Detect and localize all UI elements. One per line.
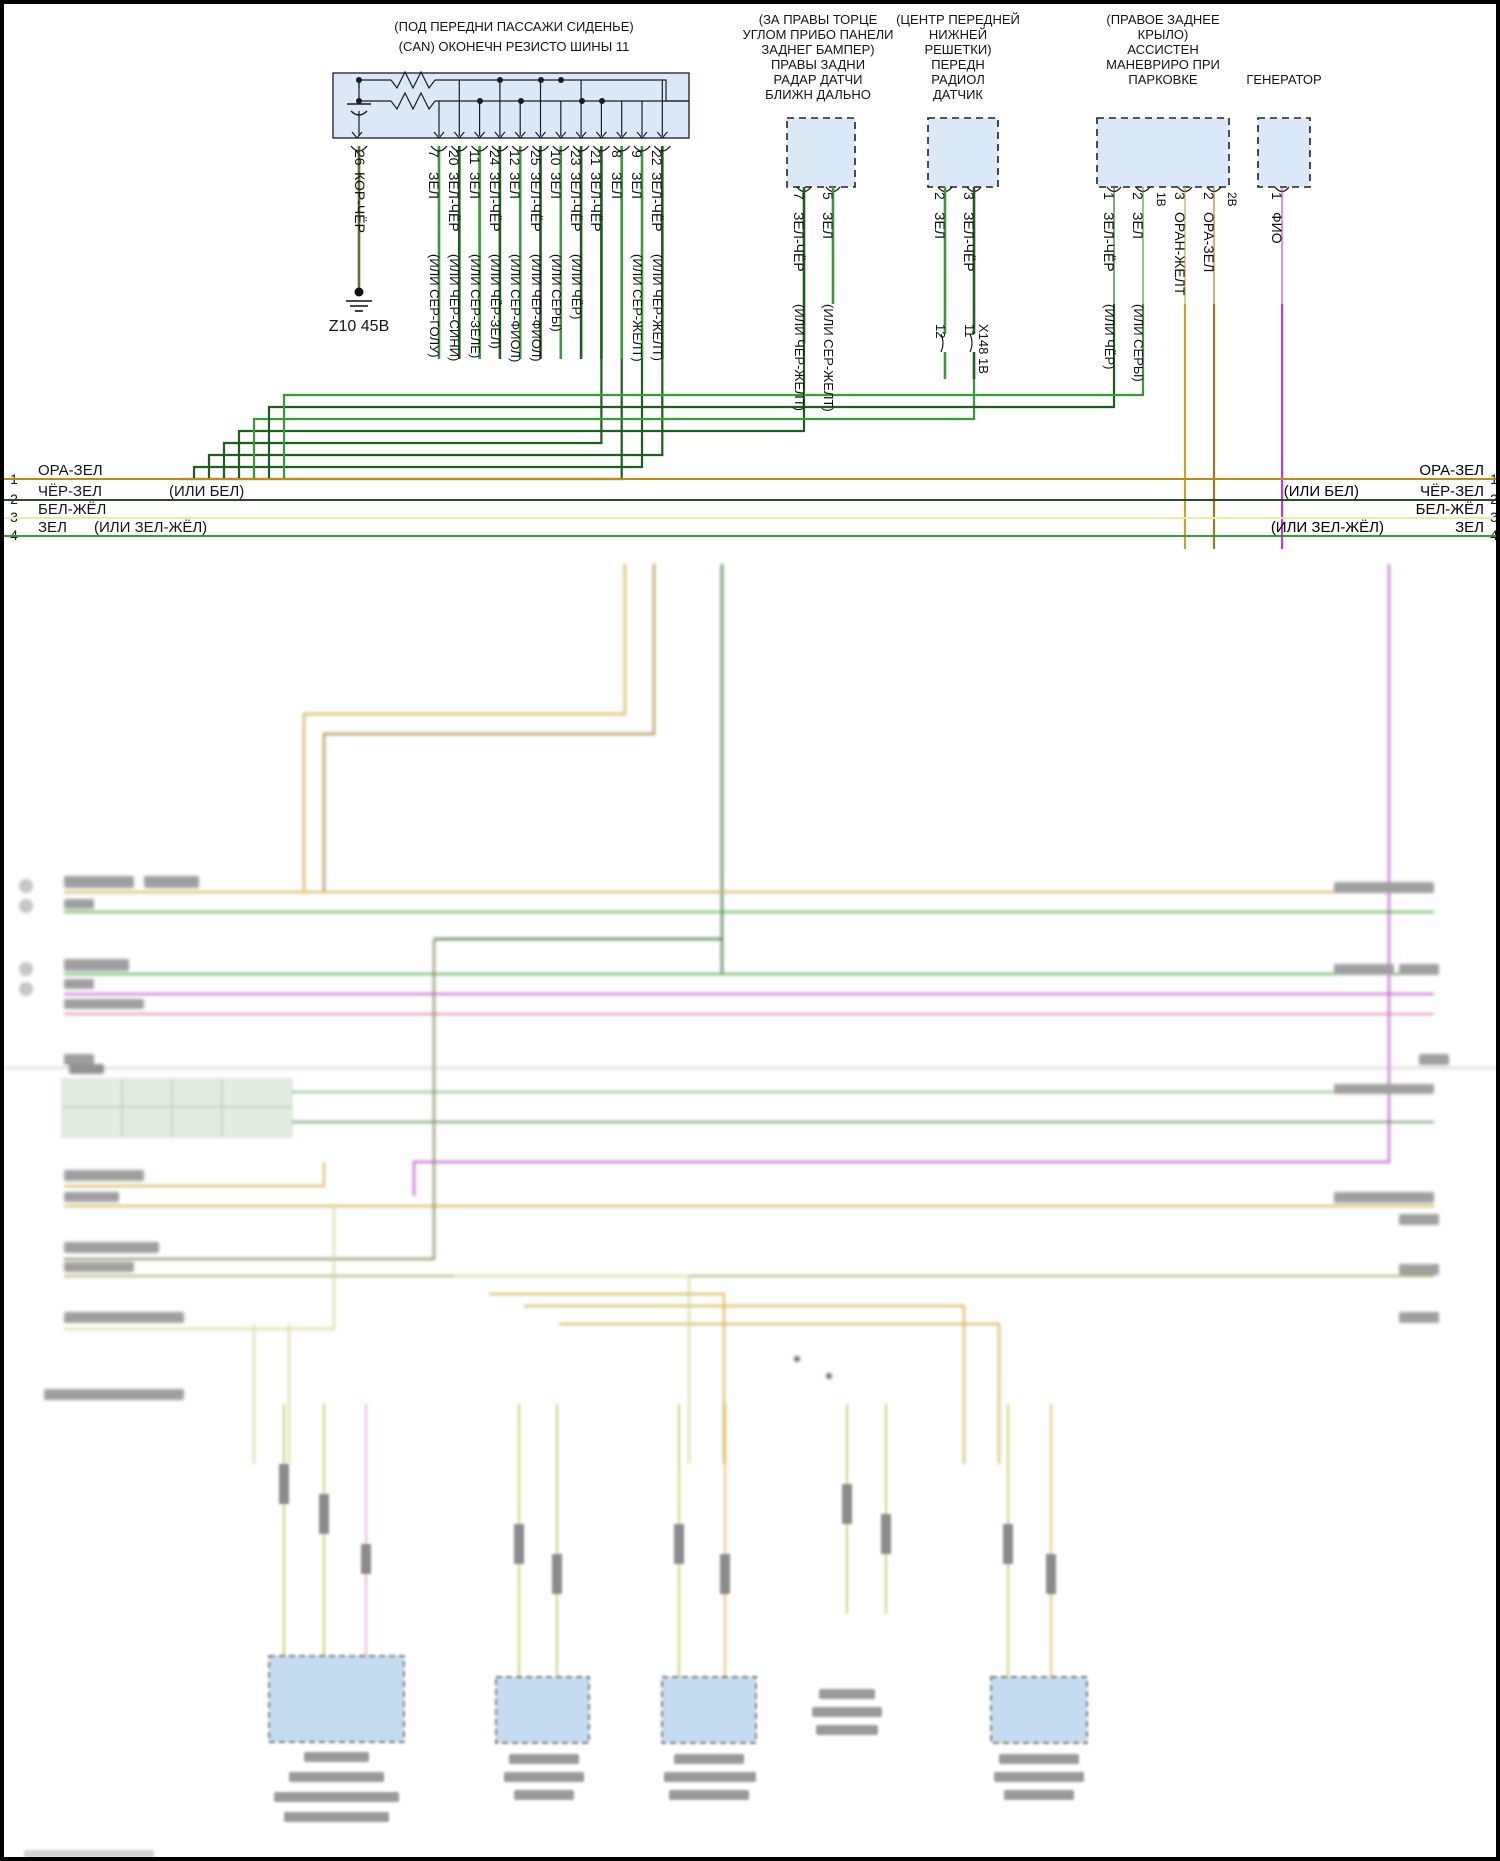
svg-text:ОРА-ЗЕЛ: ОРА-ЗЕЛ xyxy=(38,462,103,479)
svg-text:ДАТЧИК: ДАТЧИК xyxy=(933,87,983,102)
svg-text:Z10 45B: Z10 45B xyxy=(329,318,389,335)
svg-text:(CAN) ОКОНЕЧН РЕЗИСТО ШИНЫ 11: (CAN) ОКОНЕЧН РЕЗИСТО ШИНЫ 11 xyxy=(399,39,630,54)
svg-text:АССИСТЕН: АССИСТЕН xyxy=(1127,42,1198,57)
svg-text:РЕШЕТКИ): РЕШЕТКИ) xyxy=(924,42,991,57)
svg-text:БЕЛ-ЖЁЛ: БЕЛ-ЖЁЛ xyxy=(38,501,106,518)
svg-text:ПРАВЫ ЗАДНИ: ПРАВЫ ЗАДНИ xyxy=(771,57,865,72)
svg-text:ЧЁР-ЗЕЛ: ЧЁР-ЗЕЛ xyxy=(1420,483,1484,500)
svg-text:ЗАДНЕГ БАМПЕР): ЗАДНЕГ БАМПЕР) xyxy=(761,42,874,57)
svg-text:НИЖНЕЙ: НИЖНЕЙ xyxy=(929,27,987,42)
svg-text:(ЦЕНТР ПЕРЕДНЕЙ: (ЦЕНТР ПЕРЕДНЕЙ xyxy=(896,12,1020,27)
svg-text:БЕЛ-ЖЁЛ: БЕЛ-ЖЁЛ xyxy=(1416,501,1484,518)
svg-text:(ЗА ПРАВЫ ТОРЦЕ: (ЗА ПРАВЫ ТОРЦЕ xyxy=(759,12,878,27)
svg-text:(ПОД ПЕРЕДНИ ПАССАЖИ СИДЕНЬЕ): (ПОД ПЕРЕДНИ ПАССАЖИ СИДЕНЬЕ) xyxy=(394,19,633,34)
svg-text:ГЕНЕРАТОР: ГЕНЕРАТОР xyxy=(1246,72,1321,87)
svg-text:ЗЕЛ: ЗЕЛ xyxy=(38,519,67,536)
svg-text:(ИЛИ БЕЛ): (ИЛИ БЕЛ) xyxy=(169,483,244,500)
svg-text:КРЫЛО): КРЫЛО) xyxy=(1138,27,1189,42)
svg-text:РАДАР ДАТЧИ: РАДАР ДАТЧИ xyxy=(773,72,862,87)
svg-text:(ИЛИ ЗЕЛ-ЖЁЛ): (ИЛИ ЗЕЛ-ЖЁЛ) xyxy=(1271,519,1384,536)
svg-text:РАДИОЛ: РАДИОЛ xyxy=(931,72,985,87)
svg-text:УГЛОМ ПРИБО ПАНЕЛИ: УГЛОМ ПРИБО ПАНЕЛИ xyxy=(742,27,893,42)
svg-text:(ИЛИ БЕЛ): (ИЛИ БЕЛ) xyxy=(1284,483,1359,500)
svg-text:ПАРКОВКЕ: ПАРКОВКЕ xyxy=(1128,72,1197,87)
svg-text:(ПРАВОЕ ЗАДНЕЕ: (ПРАВОЕ ЗАДНЕЕ xyxy=(1106,12,1220,27)
svg-text:МАНЕВРИРО ПРИ: МАНЕВРИРО ПРИ xyxy=(1106,57,1220,72)
svg-text:ПЕРЕДН: ПЕРЕДН xyxy=(931,57,985,72)
svg-text:БЛИЖН ДАЛЬНО: БЛИЖН ДАЛЬНО xyxy=(765,87,871,102)
svg-text:ЗЕЛ: ЗЕЛ xyxy=(1455,519,1484,536)
svg-text:ОРА-ЗЕЛ: ОРА-ЗЕЛ xyxy=(1419,462,1484,479)
svg-text:(ИЛИ ЗЕЛ-ЖЁЛ): (ИЛИ ЗЕЛ-ЖЁЛ) xyxy=(94,519,207,536)
svg-text:ЧЁР-ЗЕЛ: ЧЁР-ЗЕЛ xyxy=(38,483,102,500)
